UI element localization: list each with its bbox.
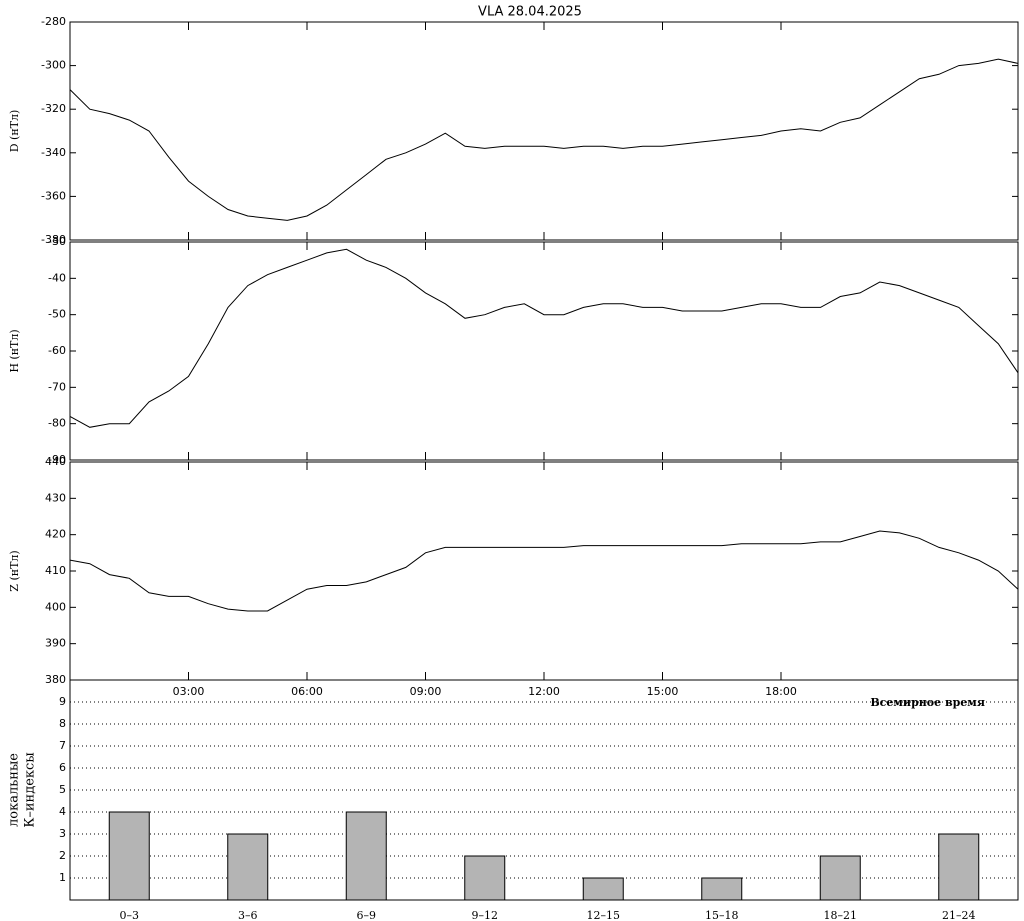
y-tick-label: -80: [48, 417, 66, 430]
bar: [108, 811, 150, 901]
x-tick-label: 03:00: [173, 685, 205, 698]
x-tick-label: 9–12: [472, 909, 499, 921]
x-tick-label: 12:00: [528, 685, 560, 698]
y-tick-label: 8: [59, 717, 66, 730]
y-tick-label: 6: [59, 761, 66, 774]
x-tick-label: 06:00: [291, 685, 323, 698]
y-tick-label: -360: [41, 189, 66, 202]
x-tick-label: 6–9: [357, 909, 377, 921]
y-tick-label: 1: [59, 871, 66, 884]
x-tick-label: 3–6: [238, 909, 258, 921]
y-tick-label: -40: [48, 271, 66, 284]
y-tick-label: 4: [59, 805, 66, 818]
chart-title: VLA 28.04.2025: [478, 5, 582, 20]
panel-frame: [69, 241, 1019, 461]
y-tick-label: -30: [48, 235, 66, 248]
y-tick-label: -70: [48, 380, 66, 393]
y-tick-label: 5: [59, 783, 66, 796]
y-tick-label: 410: [45, 564, 66, 577]
bar: [227, 833, 269, 901]
y-axis-label: К–индексы: [23, 752, 38, 827]
y-tick-label: 440: [45, 455, 66, 468]
y-tick-label: 400: [45, 600, 66, 613]
panel-frame: [69, 679, 1019, 901]
y-tick-label: -300: [41, 59, 66, 72]
x-tick-label: 21–24: [942, 909, 976, 921]
bar: [819, 855, 861, 901]
data-line: [69, 530, 1019, 612]
x-tick-label: 0–3: [120, 909, 140, 921]
y-tick-label: -280: [41, 15, 66, 28]
y-tick-label: 7: [59, 739, 66, 752]
y-tick-label: -380: [41, 233, 66, 246]
y-axis-label: Z (нТл): [8, 550, 21, 591]
data-line: [69, 248, 1019, 428]
y-tick-label: 9: [59, 695, 66, 708]
y-axis-label: D (нТл): [8, 110, 21, 153]
y-tick-label: -50: [48, 308, 66, 321]
x-axis-label: Всемирное время: [870, 696, 985, 709]
y-tick-label: 3: [59, 827, 66, 840]
y-axis-label: H (нТл): [8, 329, 21, 372]
x-tick-label: 18–21: [824, 909, 858, 921]
y-tick-label: 2: [59, 849, 66, 862]
x-tick-label: 12–15: [587, 909, 621, 921]
y-tick-label: 380: [45, 673, 66, 686]
y-tick-label: -320: [41, 102, 66, 115]
y-tick-label: 430: [45, 491, 66, 504]
data-line: [69, 58, 1019, 221]
panel-frame: [69, 21, 1019, 241]
bar: [938, 833, 980, 901]
y-tick-label: -90: [48, 453, 66, 466]
y-tick-label: 390: [45, 637, 66, 650]
bar: [701, 877, 743, 901]
x-tick-label: 15–18: [705, 909, 739, 921]
y-tick-label: -60: [48, 344, 66, 357]
bar: [464, 855, 506, 901]
x-tick-label: 09:00: [410, 685, 442, 698]
x-tick-label: 18:00: [765, 685, 797, 698]
y-tick-label: -340: [41, 146, 66, 159]
bar: [345, 811, 387, 901]
bar: [582, 877, 624, 901]
panel-frame: [69, 461, 1019, 681]
x-tick-label: 15:00: [647, 685, 679, 698]
y-tick-label: 420: [45, 528, 66, 541]
y-axis-label: локальные: [7, 753, 22, 827]
